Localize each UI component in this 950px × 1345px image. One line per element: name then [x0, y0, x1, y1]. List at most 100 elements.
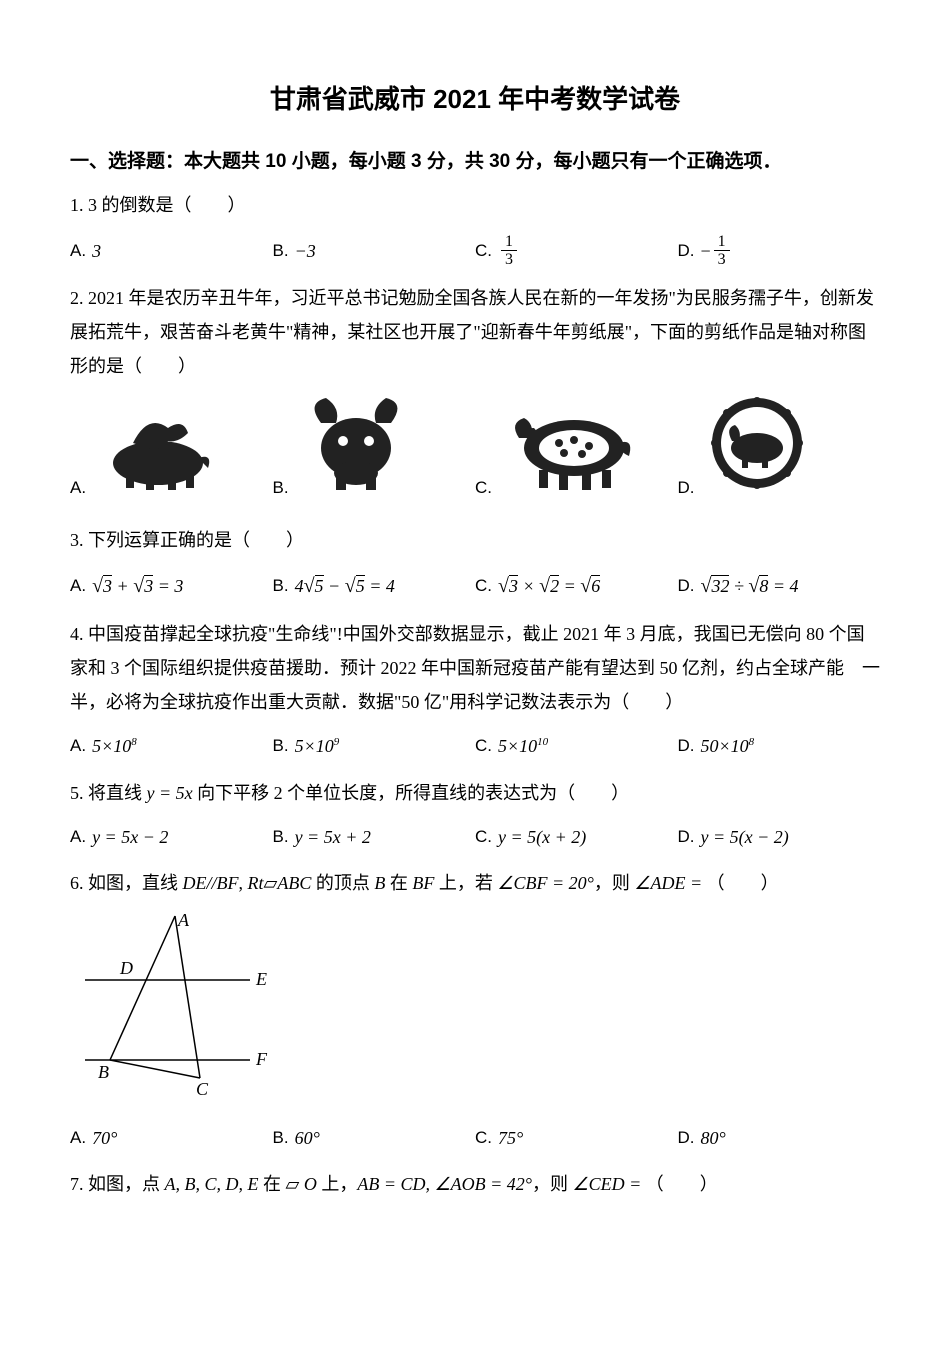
question-text: 7. 如图，点 A, B, C, D, E 在 ▱ O 上，AB = CD, ∠… [70, 1167, 880, 1201]
text-part: 上， [317, 1174, 358, 1194]
option-b: B. y = 5x + 2 [273, 820, 476, 854]
options-row: A. y = 5x − 2 B. y = 5x + 2 C. y = 5(x +… [70, 820, 880, 854]
math-expr: y = 5(x − 2) [701, 820, 789, 854]
option-label: B. [273, 730, 289, 762]
option-c: C. [475, 393, 678, 504]
option-label: B. [273, 570, 289, 602]
option-label: D. [678, 1122, 695, 1154]
text-part: ，则 [594, 873, 635, 893]
options-row: A. 3 B. −3 C. 13 D. −13 [70, 233, 880, 269]
option-label: C. [475, 1122, 492, 1154]
papercut-image [504, 398, 639, 504]
section-heading: 一、选择题：本大题共 10 小题，每小题 3 分，共 30 分，每小题只有一个正… [70, 144, 880, 180]
text-part: 的顶点 [311, 873, 374, 893]
question-text: 1. 3 的倒数是（ ） [70, 188, 880, 222]
minus-sign: − [701, 234, 711, 268]
option-label: A. [70, 821, 86, 853]
text-part: 在 [259, 1174, 286, 1194]
geom-label-e: E [255, 969, 267, 989]
math-expr: DE//BF [183, 873, 239, 893]
math-expr: ∠ADE = [634, 873, 706, 893]
option-a: A. 5×108 [70, 729, 273, 763]
question-text: 4. 中国疫苗撑起全球抗疫"生命线"!中国外交部数据显示，截止 2021 年 3… [70, 617, 880, 720]
question-text: 2. 2021 年是农历辛丑牛年，习近平总书记勉励全国各族人民在新的一年发扬"为… [70, 281, 880, 384]
text-part: 在 [385, 873, 412, 893]
option-label: B. [273, 821, 289, 853]
text-part: （ ） [707, 873, 779, 893]
geom-label-a: A [177, 910, 190, 930]
option-c: C. y = 5(x + 2) [475, 820, 678, 854]
math-expr: AB = CD, ∠AOB = 42° [357, 1174, 532, 1194]
question-3: 3. 下列运算正确的是（ ） A. √3 + √3 = 3 B. 4√5 − √… [70, 523, 880, 605]
option-label: C. [475, 821, 492, 853]
text-part: 6. 如图，直线 [70, 873, 183, 893]
question-5: 5. 将直线 y = 5x 向下平移 2 个单位长度，所得直线的表达式为（ ） … [70, 776, 880, 854]
option-c: C. 13 [475, 233, 678, 269]
option-label: A. [70, 235, 86, 267]
question-text: 5. 将直线 y = 5x 向下平移 2 个单位长度，所得直线的表达式为（ ） [70, 776, 880, 810]
papercut-image [301, 393, 411, 504]
option-label: C. [475, 730, 492, 762]
math-expr: y = 5x [147, 783, 193, 803]
math-expr: y = 5x + 2 [295, 820, 371, 854]
text-part: 向下平移 2 个单位长度，所得直线的表达式为（ ） [193, 783, 630, 803]
math-expr: 5×1010 [498, 729, 548, 763]
math-expr: 5×109 [295, 729, 340, 763]
math-expr: 4√5 − √5 = 4 [295, 567, 395, 605]
option-a: A. y = 5x − 2 [70, 820, 273, 854]
geom-label-b: B [98, 1062, 109, 1082]
math-expr: Rt▱ABC [248, 873, 312, 893]
option-label: B. [273, 235, 289, 267]
papercut-image [98, 403, 218, 504]
question-text: 3. 下列运算正确的是（ ） [70, 523, 880, 557]
option-c: C. 75° [475, 1121, 678, 1155]
option-d: D. 50×108 [678, 729, 881, 763]
option-a: A. 3 [70, 233, 273, 269]
fraction-icon: 13 [501, 233, 517, 269]
geom-label-f: F [255, 1049, 268, 1069]
question-6: 6. 如图，直线 DE//BF, Rt▱ABC 的顶点 B 在 BF 上，若 ∠… [70, 866, 880, 1156]
math-expr: 5×108 [92, 729, 137, 763]
question-4: 4. 中国疫苗撑起全球抗疫"生命线"!中国外交部数据显示，截止 2021 年 3… [70, 617, 880, 764]
option-label: D. [678, 821, 695, 853]
math-expr: ▱ O [286, 1174, 317, 1194]
option-d: D. √32 ÷ √8 = 4 [678, 567, 881, 605]
option-b: B. −3 [273, 233, 476, 269]
option-c: C. √3 × √2 = √6 [475, 567, 678, 605]
option-b: B. 4√5 − √5 = 4 [273, 567, 476, 605]
option-d: D. y = 5(x − 2) [678, 820, 881, 854]
option-value: 60° [295, 1121, 320, 1155]
geometry-figure: A D E B F C [70, 910, 880, 1111]
option-label: A. [70, 570, 86, 602]
option-b: B. 60° [273, 1121, 476, 1155]
text-part: 7. 如图，点 [70, 1174, 165, 1194]
option-c: C. 5×1010 [475, 729, 678, 763]
option-label: A. [70, 730, 86, 762]
geom-label-d: D [119, 958, 133, 978]
option-b: B. 5×109 [273, 729, 476, 763]
option-label: D. [678, 730, 695, 762]
option-label: D. [678, 472, 695, 504]
image-options-row: A. B. [70, 393, 880, 504]
option-label: D. [678, 570, 695, 602]
math-expr: BF [412, 873, 434, 893]
math-expr: ∠CBF = 20° [497, 873, 593, 893]
options-row: A. 70° B. 60° C. 75° D. 80° [70, 1121, 880, 1155]
option-d: D. −13 [678, 233, 881, 269]
option-value: 70° [92, 1121, 117, 1155]
geom-label-c: C [196, 1079, 209, 1099]
option-a: A. [70, 393, 273, 504]
option-label: C. [475, 472, 492, 504]
option-label: D. [678, 235, 695, 267]
page-title: 甘肃省武威市 2021 年中考数学试卷 [70, 75, 880, 124]
option-label: C. [475, 235, 492, 267]
math-expr: y = 5(x + 2) [498, 820, 586, 854]
math-expr: √32 ÷ √8 = 4 [701, 567, 799, 605]
math-expr: y = 5x − 2 [92, 820, 168, 854]
option-d: D. 80° [678, 1121, 881, 1155]
option-value: 3 [92, 234, 101, 268]
question-7: 7. 如图，点 A, B, C, D, E 在 ▱ O 上，AB = CD, ∠… [70, 1167, 880, 1201]
option-label: B. [273, 1122, 289, 1154]
question-1: 1. 3 的倒数是（ ） A. 3 B. −3 C. 13 D. −13 [70, 188, 880, 268]
math-expr: A, B, C, D, E [165, 1174, 259, 1194]
